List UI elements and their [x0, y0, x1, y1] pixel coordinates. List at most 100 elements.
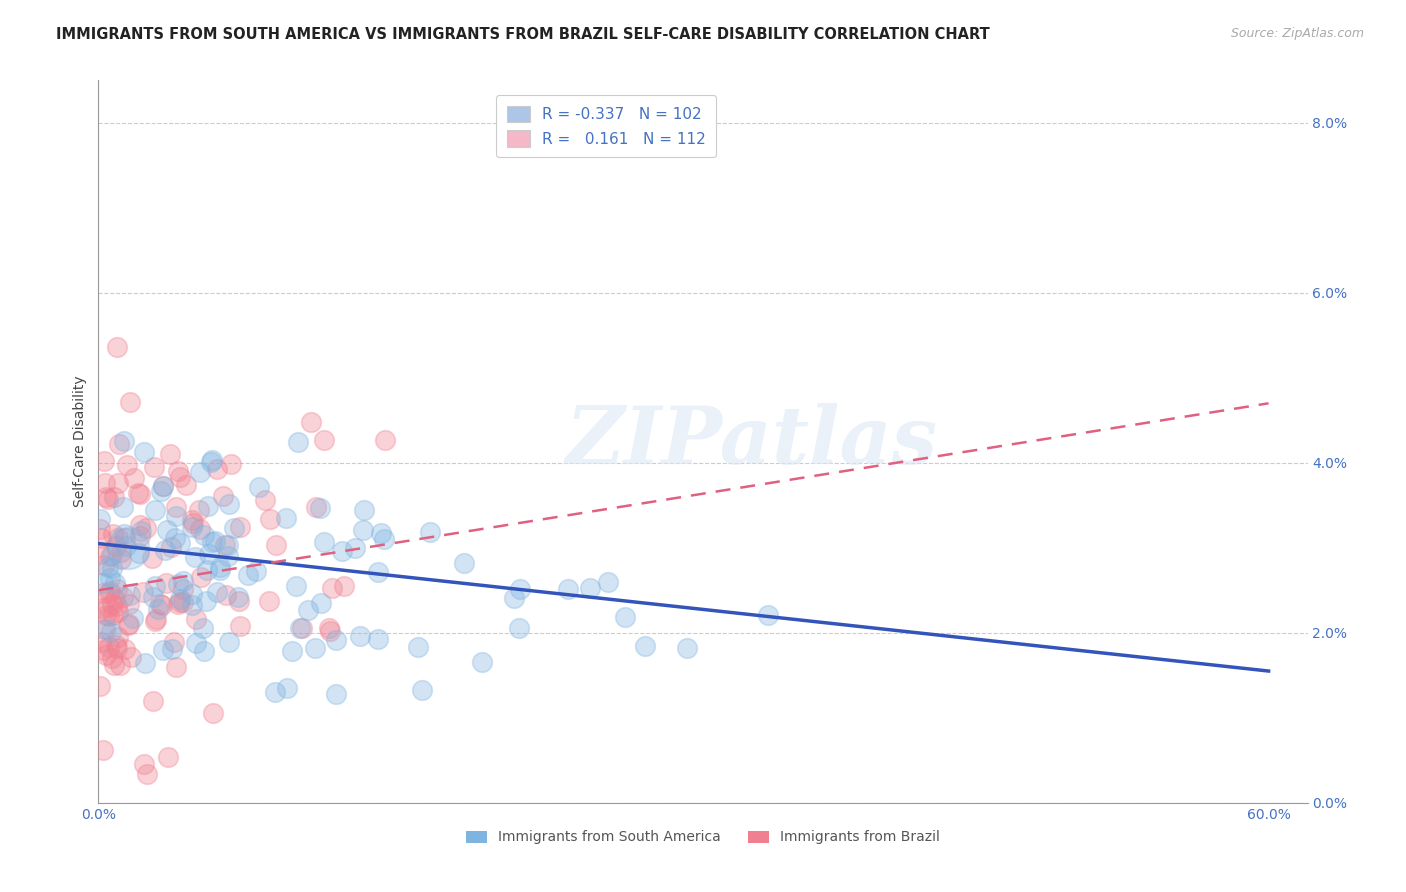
Point	[370, 525, 392, 540]
Point	[509, 582, 531, 596]
Point	[259, 512, 281, 526]
Point	[217, 549, 239, 563]
Point	[94, 648, 117, 663]
Point	[184, 612, 207, 626]
Point	[188, 503, 211, 517]
Point	[101, 608, 124, 623]
Point	[163, 635, 186, 649]
Point	[204, 534, 226, 549]
Point	[578, 581, 600, 595]
Point	[150, 599, 173, 613]
Point	[100, 548, 122, 562]
Point	[291, 621, 314, 635]
Point	[97, 586, 120, 600]
Point	[312, 433, 335, 447]
Point	[169, 592, 191, 607]
Point	[105, 641, 128, 656]
Point	[226, 590, 249, 604]
Point	[224, 521, 246, 535]
Point	[299, 415, 322, 429]
Point	[557, 582, 579, 596]
Point	[100, 625, 122, 640]
Point	[117, 541, 139, 555]
Point	[120, 588, 142, 602]
Point	[215, 588, 238, 602]
Point	[97, 559, 120, 574]
Point	[115, 539, 138, 553]
Point	[97, 600, 120, 615]
Text: IMMIGRANTS FROM SOUTH AMERICA VS IMMIGRANTS FROM BRAZIL SELF-CARE DISABILITY COR: IMMIGRANTS FROM SOUTH AMERICA VS IMMIGRA…	[56, 27, 990, 42]
Point	[104, 539, 127, 553]
Point	[101, 526, 124, 541]
Point	[143, 578, 166, 592]
Point	[100, 651, 122, 665]
Point	[169, 536, 191, 550]
Point	[419, 525, 441, 540]
Point	[471, 655, 494, 669]
Point	[181, 513, 204, 527]
Point	[91, 742, 114, 756]
Point	[198, 547, 221, 561]
Point	[127, 486, 149, 500]
Point	[218, 635, 240, 649]
Point	[132, 585, 155, 599]
Point	[165, 509, 187, 524]
Point	[281, 644, 304, 658]
Point	[98, 583, 121, 598]
Point	[197, 499, 219, 513]
Point	[212, 489, 235, 503]
Point	[756, 608, 779, 623]
Point	[288, 621, 311, 635]
Point	[159, 447, 181, 461]
Point	[153, 543, 176, 558]
Point	[91, 586, 114, 600]
Point	[165, 660, 187, 674]
Point	[107, 630, 129, 644]
Point	[201, 535, 224, 549]
Point	[195, 594, 218, 608]
Point	[312, 534, 335, 549]
Point	[309, 501, 332, 516]
Point	[128, 546, 150, 560]
Point	[675, 640, 697, 655]
Point	[205, 462, 228, 476]
Point	[169, 595, 191, 609]
Point	[89, 547, 111, 561]
Point	[134, 445, 156, 459]
Point	[89, 522, 111, 536]
Point	[157, 750, 180, 764]
Point	[353, 503, 375, 517]
Point	[276, 511, 298, 525]
Point	[94, 490, 117, 504]
Point	[96, 608, 118, 623]
Point	[596, 575, 619, 590]
Point	[112, 434, 135, 448]
Legend: Immigrants from South America, Immigrants from Brazil: Immigrants from South America, Immigrant…	[460, 825, 946, 850]
Point	[209, 563, 232, 577]
Point	[152, 478, 174, 492]
Point	[321, 581, 343, 595]
Point	[373, 532, 395, 546]
Point	[91, 576, 114, 591]
Point	[94, 622, 117, 636]
Point	[257, 594, 280, 608]
Point	[142, 459, 165, 474]
Point	[264, 538, 287, 552]
Point	[218, 497, 240, 511]
Point	[105, 582, 128, 596]
Point	[129, 524, 152, 538]
Point	[349, 629, 371, 643]
Point	[135, 521, 157, 535]
Point	[195, 563, 218, 577]
Point	[201, 706, 224, 720]
Point	[104, 575, 127, 590]
Point	[134, 757, 156, 772]
Point	[156, 523, 179, 537]
Point	[172, 574, 194, 589]
Point	[120, 395, 142, 409]
Point	[134, 656, 156, 670]
Point	[174, 477, 197, 491]
Point	[325, 632, 347, 647]
Point	[184, 550, 207, 565]
Point	[181, 586, 204, 600]
